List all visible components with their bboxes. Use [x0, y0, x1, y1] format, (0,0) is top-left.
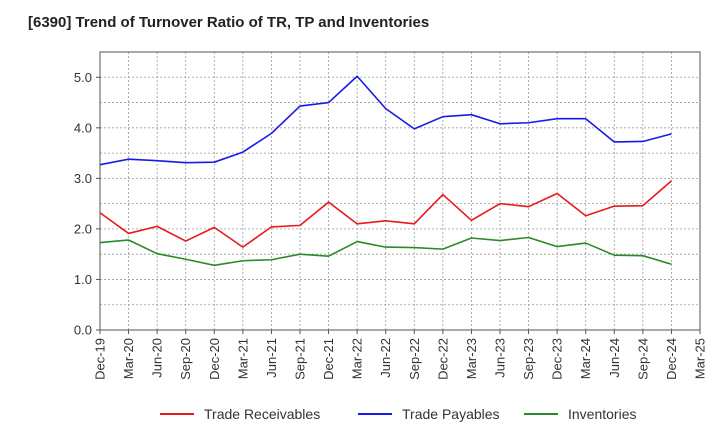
x-tick-label: Dec-24 — [664, 338, 679, 380]
x-tick-label: Jun-20 — [150, 338, 165, 378]
x-tick-label: Sep-23 — [521, 338, 536, 380]
x-tick-label: Dec-22 — [435, 338, 450, 380]
x-tick-label: Jun-21 — [264, 338, 279, 378]
x-tick-label: Mar-20 — [121, 338, 136, 379]
x-tick-label: Sep-21 — [293, 338, 308, 380]
y-tick-label: 3.0 — [74, 171, 92, 186]
x-tick-label: Sep-24 — [635, 338, 650, 380]
x-tick-label: Sep-20 — [178, 338, 193, 380]
series-line-trade-payables — [99, 75, 672, 166]
x-tick-label: Mar-21 — [235, 338, 250, 379]
legend-label: Trade Payables — [402, 406, 500, 422]
x-tick-label: Dec-20 — [207, 338, 222, 380]
x-tick-label: Mar-22 — [350, 338, 365, 379]
chart-title: [6390] Trend of Turnover Ratio of TR, TP… — [28, 14, 430, 31]
x-tick-label: Jun-23 — [493, 338, 508, 378]
legend-label: Trade Receivables — [204, 406, 320, 422]
axes: 0.0 1.0 2.0 3.0 4.0 5.0 Dec-19 Mar-20 Jun-20 Sep-… — [74, 51, 708, 380]
y-tick-label: 5.0 — [74, 70, 92, 85]
x-tick-label: Dec-19 — [93, 338, 108, 380]
x-tick-label: Jun-24 — [607, 338, 622, 378]
plot-border — [99, 51, 701, 331]
y-tick-label: 2.0 — [74, 221, 92, 236]
x-tick-label: Dec-23 — [550, 338, 565, 380]
legend: Trade Receivables Trade Payables Inventori… — [160, 406, 636, 422]
x-tick-label: Sep-22 — [407, 338, 422, 380]
y-tick-label: 4.0 — [74, 120, 92, 135]
y-tick-label: 1.0 — [74, 272, 92, 287]
series-lines — [99, 75, 672, 267]
x-tick-label: Jun-22 — [378, 338, 393, 378]
series-line-inventories — [99, 236, 672, 267]
series-line-trade-receivables — [99, 180, 672, 248]
y-tick-label: 0.0 — [74, 323, 92, 338]
x-tick-label: Mar-24 — [578, 338, 593, 379]
x-tick-label: Mar-25 — [693, 338, 708, 379]
x-tick-label: Mar-23 — [464, 338, 479, 379]
plot-area — [100, 52, 700, 330]
legend-label: Inventories — [568, 406, 636, 422]
x-tick-label: Dec-21 — [321, 338, 336, 380]
